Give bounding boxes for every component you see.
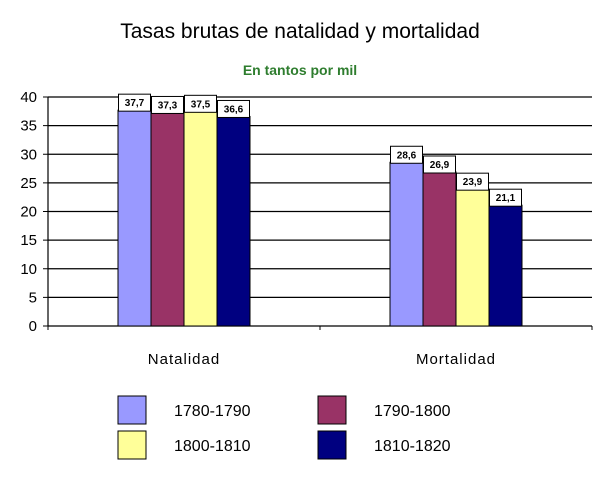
data-label: 37,3 [158, 100, 178, 111]
bar [389, 161, 424, 327]
bar [455, 188, 490, 327]
data-label: 36,6 [224, 104, 244, 115]
y-tick-label: 10 [20, 261, 37, 278]
legend-label: 1800-1810 [174, 438, 251, 455]
x-category-label: Mortalidad [416, 351, 496, 368]
y-tick-label: 40 [20, 89, 37, 106]
legend-label: 1780-1790 [174, 403, 251, 420]
legend: 1780-1790 1790-1800 1800-1810 1810-1820 [117, 395, 451, 460]
data-label-box [423, 155, 456, 174]
data-label: 23,9 [463, 177, 483, 188]
legend-swatch [117, 395, 147, 425]
bar [422, 171, 457, 327]
y-tick-label: 15 [20, 232, 37, 249]
bar [216, 115, 251, 327]
data-label: 26,9 [430, 160, 450, 171]
legend-swatch [317, 430, 347, 460]
legend-swatch [117, 430, 147, 460]
data-label-box [456, 172, 489, 191]
y-tick-label: 25 [20, 175, 37, 192]
legend-swatch [317, 395, 347, 425]
data-label-box [217, 99, 250, 118]
y-tick-label: 35 [20, 118, 37, 135]
y-tick-label: 20 [20, 204, 37, 221]
bar [183, 110, 218, 327]
data-label: 37,5 [191, 99, 211, 110]
legend-label: 1810-1820 [374, 438, 451, 455]
bar [117, 109, 152, 327]
x-category-label: Natalidad [148, 351, 220, 368]
data-label-box [390, 145, 423, 164]
data-label-box [118, 93, 151, 112]
y-tick-label: 0 [29, 318, 37, 335]
data-label-box [489, 188, 522, 207]
bar [150, 111, 185, 327]
chart-subtitle: En tantos por mil [243, 62, 357, 78]
data-label: 37,7 [125, 98, 145, 109]
chart-title: Tasas brutas de natalidad y mortalidad [120, 20, 480, 43]
bar [488, 204, 523, 327]
legend-label: 1790-1800 [374, 403, 451, 420]
data-label: 21,1 [496, 193, 516, 204]
data-label-box [184, 94, 217, 113]
y-tick-label: 30 [20, 146, 37, 163]
y-tick-label: 5 [29, 289, 37, 306]
plot-area: 0 5 10 15 20 25 30 35 40 37,7 37,3 37,5 36,6 Natalida… [20, 89, 593, 368]
data-label-box [151, 95, 184, 114]
data-label: 28,6 [397, 150, 417, 161]
